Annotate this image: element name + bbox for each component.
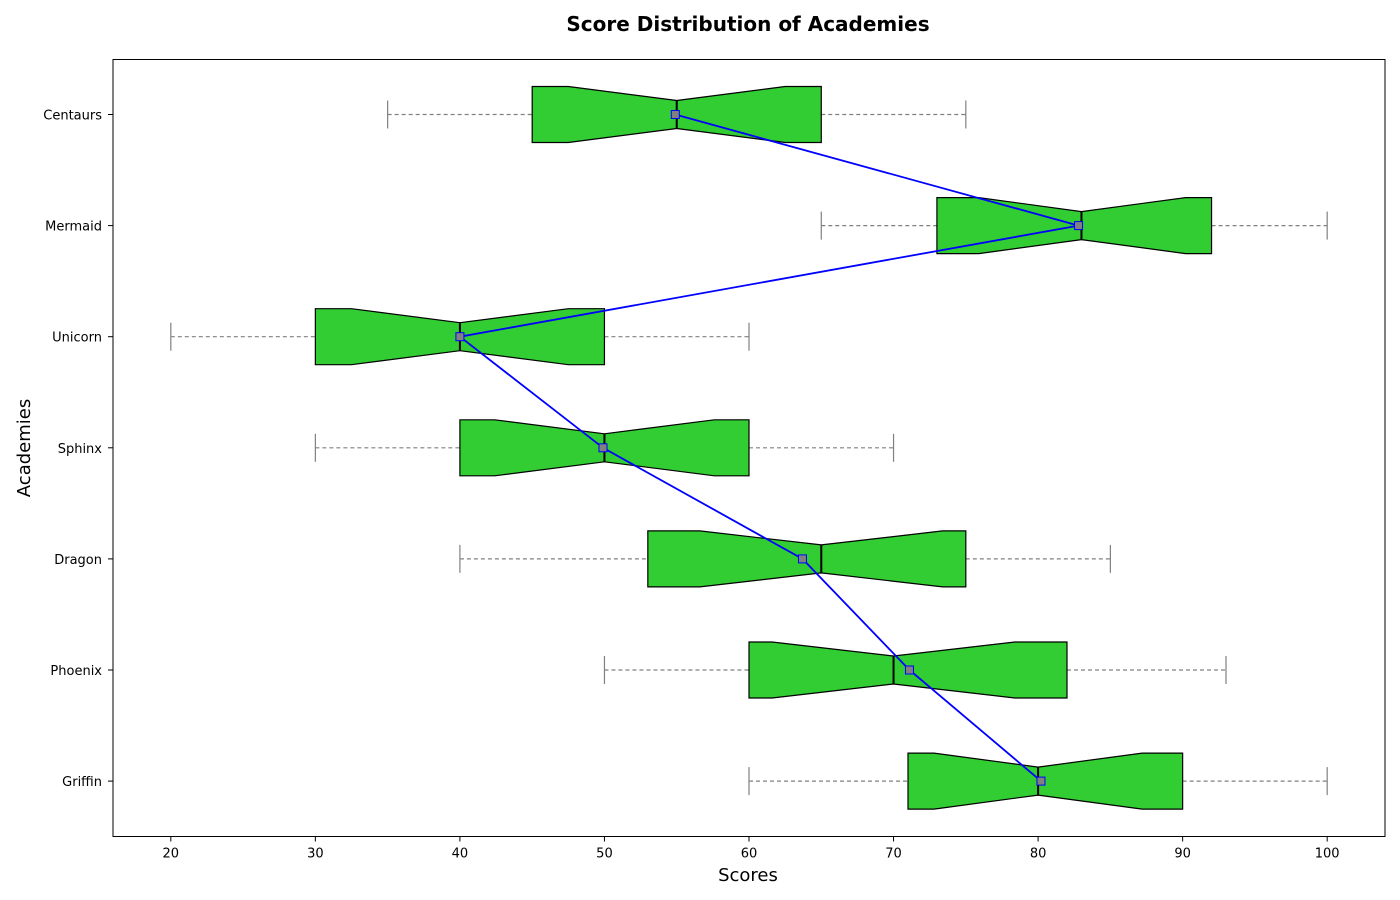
y-axis-label: Academies: [14, 399, 35, 497]
x-tick-label: 20: [163, 847, 180, 862]
x-tick-label: 40: [452, 847, 469, 862]
mean-marker: [1074, 221, 1084, 231]
x-axis: 20 30 40 50 60 70 80 90 100: [163, 836, 1340, 862]
mean-marker: [1036, 776, 1046, 786]
mean-marker: [670, 110, 680, 119]
y-tick-label: Centaurs: [43, 109, 102, 124]
x-tick-label: 30: [307, 847, 324, 862]
y-tick-label: Griffin: [62, 775, 102, 790]
x-tick-label: 80: [1030, 847, 1047, 862]
x-tick-label: 100: [1315, 847, 1340, 862]
mean-marker: [904, 665, 914, 675]
y-tick-label: Dragon: [54, 553, 102, 568]
mean-marker: [797, 554, 807, 564]
y-tick-label: Phoenix: [50, 664, 102, 679]
y-tick-label: Unicorn: [52, 331, 102, 346]
mean-marker: [455, 332, 465, 342]
mean-marker: [598, 443, 608, 453]
x-axis-label: Scores: [718, 865, 778, 886]
x-tick-label: 50: [596, 847, 613, 862]
x-tick-label: 90: [1174, 847, 1191, 862]
y-tick-label: Mermaid: [45, 220, 102, 235]
y-tick-label: Sphinx: [58, 442, 103, 457]
y-axis: Centaurs Mermaid Unicorn Sphinx Dragon Phoeni…: [43, 109, 113, 790]
x-tick-label: 60: [741, 847, 758, 862]
mean-line-group: [455, 110, 1084, 786]
x-tick-label: 70: [885, 847, 902, 862]
chart-title: Score Distribution of Academies: [566, 12, 929, 36]
